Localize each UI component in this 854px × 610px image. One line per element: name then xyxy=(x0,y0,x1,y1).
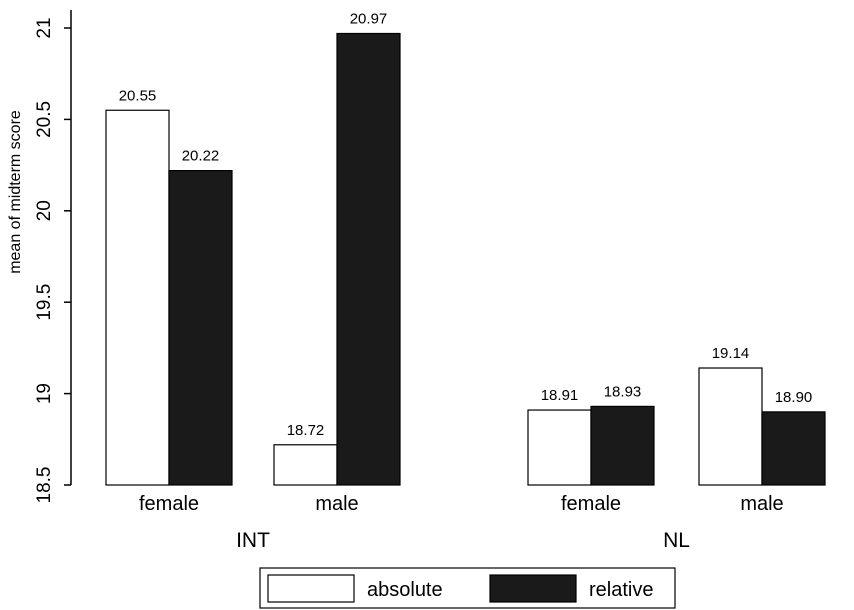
bar-int-male-absolute xyxy=(273,444,338,486)
data-label: 20.22 xyxy=(182,148,220,165)
category-labels: female male female male xyxy=(139,493,784,515)
category-label: male xyxy=(740,493,783,515)
y-tick-label: 19.5 xyxy=(34,284,55,321)
data-labels: 20.55 20.22 18.72 20.97 18.91 18.93 19.14 18.90 xyxy=(119,10,813,438)
data-label: 20.97 xyxy=(350,10,388,27)
y-tick-label: 20.5 xyxy=(34,101,55,138)
data-label: 19.14 xyxy=(712,345,750,362)
bar-nl-female-absolute xyxy=(527,409,592,486)
group-label: NL xyxy=(663,529,690,552)
y-tick-label: 19 xyxy=(34,383,55,404)
data-label: 20.55 xyxy=(119,87,157,104)
category-label: female xyxy=(139,493,199,515)
y-tick-label: 20 xyxy=(34,200,55,221)
bar-int-female-absolute xyxy=(105,109,170,486)
data-label: 18.91 xyxy=(541,387,579,404)
bar-nl-female-relative xyxy=(590,405,655,486)
legend-label-absolute: absolute xyxy=(367,579,443,601)
category-label: female xyxy=(561,493,621,515)
bar-nl-male-relative xyxy=(761,411,826,486)
y-tick-label: 18.5 xyxy=(34,467,55,504)
bar-int-female-relative xyxy=(168,169,233,486)
y-tick-label: 21 xyxy=(34,17,55,38)
data-label: 18.90 xyxy=(775,389,813,406)
data-label: 18.93 xyxy=(604,383,642,400)
y-axis-title: mean of midterm score xyxy=(7,110,24,274)
group-labels: INT NL xyxy=(236,529,690,552)
bars xyxy=(105,32,826,486)
legend: absolute relative xyxy=(259,567,676,609)
bar-nl-male-absolute xyxy=(698,367,763,486)
data-label: 18.72 xyxy=(287,422,325,439)
y-ticks: 18.5 19 19.5 20 20.5 21 xyxy=(34,17,71,503)
legend-swatch-relative xyxy=(489,574,577,603)
legend-swatch-absolute xyxy=(267,574,355,603)
category-label: male xyxy=(315,493,358,515)
bar-int-male-relative xyxy=(336,32,401,486)
legend-label-relative: relative xyxy=(589,579,653,601)
group-label: INT xyxy=(236,529,270,552)
